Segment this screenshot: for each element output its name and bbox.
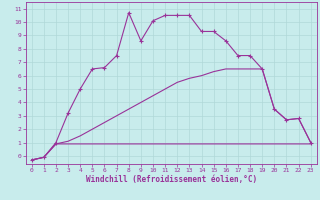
X-axis label: Windchill (Refroidissement éolien,°C): Windchill (Refroidissement éolien,°C) <box>86 175 257 184</box>
